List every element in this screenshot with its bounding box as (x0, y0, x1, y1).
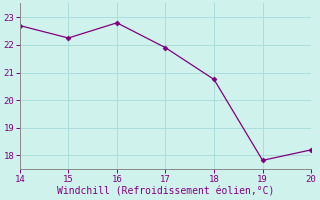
X-axis label: Windchill (Refroidissement éolien,°C): Windchill (Refroidissement éolien,°C) (57, 187, 274, 197)
